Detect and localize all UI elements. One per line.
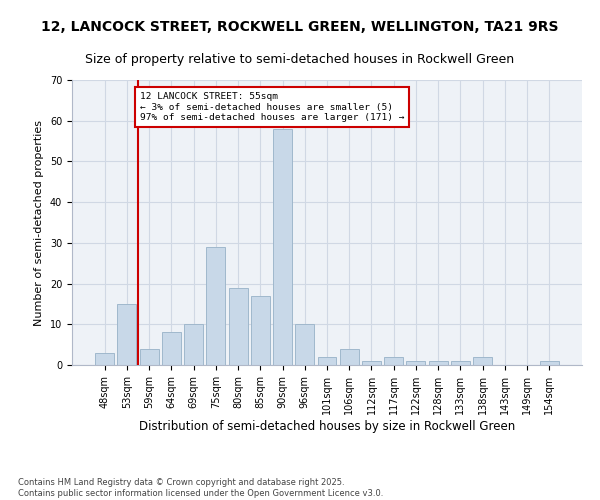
Bar [118, 304, 136, 365]
Bar [206, 247, 225, 365]
Bar [451, 361, 470, 365]
Bar [251, 296, 270, 365]
Bar [429, 361, 448, 365]
Bar [162, 332, 181, 365]
Bar [273, 129, 292, 365]
Bar [184, 324, 203, 365]
Bar [340, 348, 359, 365]
Bar [95, 353, 114, 365]
Bar [295, 324, 314, 365]
Bar [406, 361, 425, 365]
X-axis label: Distribution of semi-detached houses by size in Rockwell Green: Distribution of semi-detached houses by … [139, 420, 515, 432]
Bar [362, 361, 381, 365]
Text: 12, LANCOCK STREET, ROCKWELL GREEN, WELLINGTON, TA21 9RS: 12, LANCOCK STREET, ROCKWELL GREEN, WELL… [41, 20, 559, 34]
Bar [317, 357, 337, 365]
Text: Contains HM Land Registry data © Crown copyright and database right 2025.
Contai: Contains HM Land Registry data © Crown c… [18, 478, 383, 498]
Bar [473, 357, 492, 365]
Text: Size of property relative to semi-detached houses in Rockwell Green: Size of property relative to semi-detach… [85, 52, 515, 66]
Text: 12 LANCOCK STREET: 55sqm
← 3% of semi-detached houses are smaller (5)
97% of sem: 12 LANCOCK STREET: 55sqm ← 3% of semi-de… [140, 92, 405, 122]
Bar [384, 357, 403, 365]
Y-axis label: Number of semi-detached properties: Number of semi-detached properties [34, 120, 44, 326]
Bar [229, 288, 248, 365]
Bar [140, 348, 158, 365]
Bar [540, 361, 559, 365]
